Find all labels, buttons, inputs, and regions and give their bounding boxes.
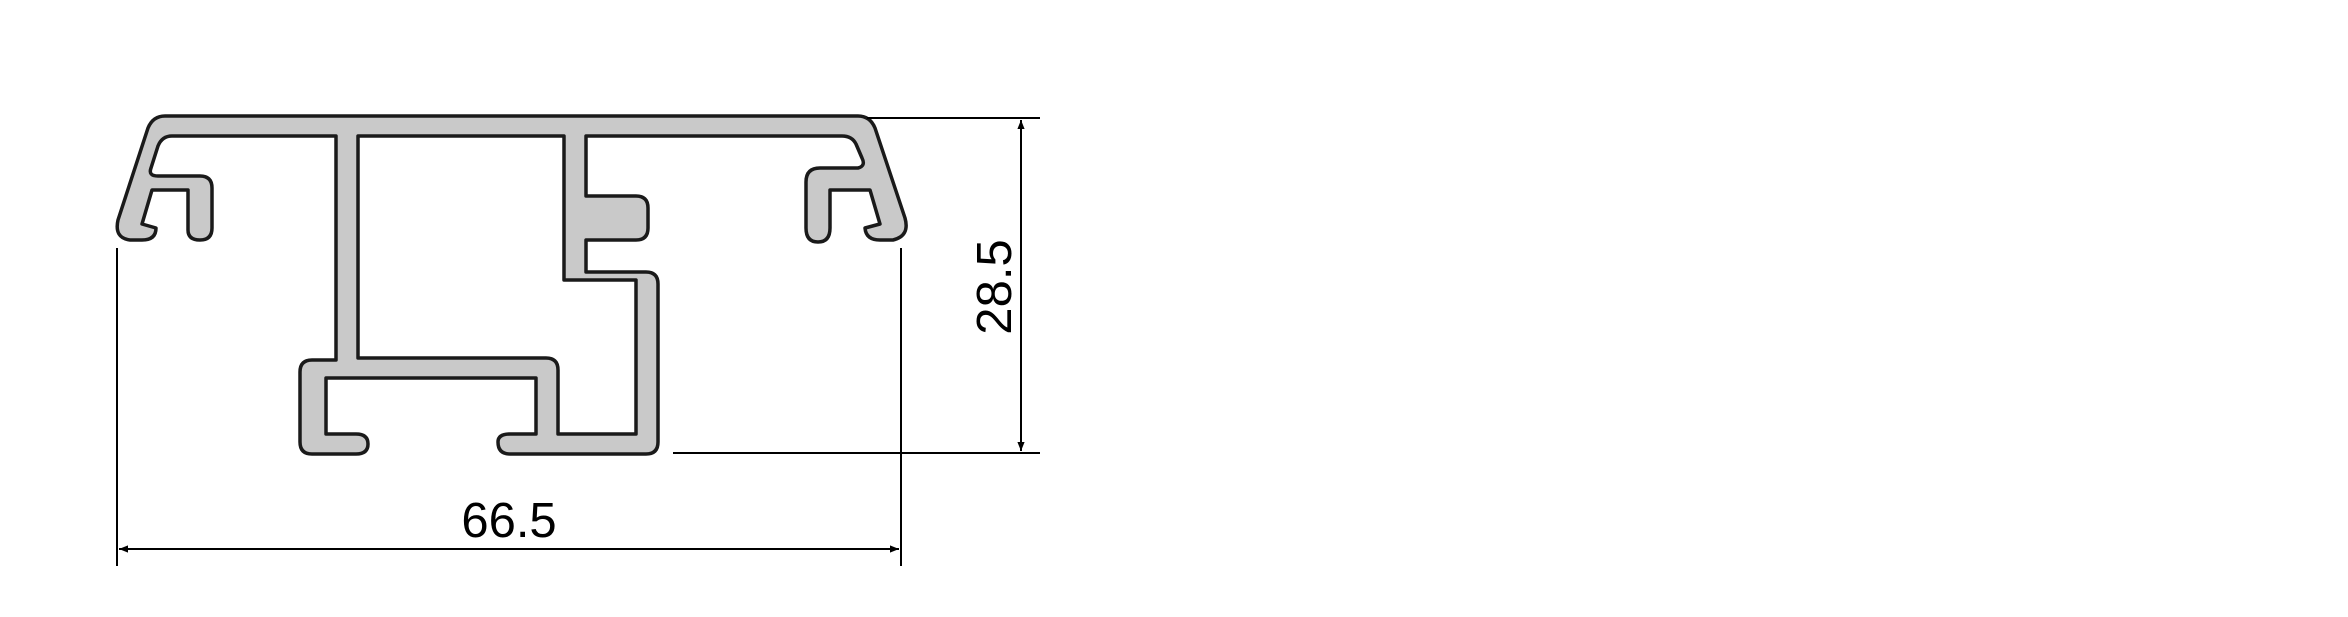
width-dimension-label: 66.5 bbox=[461, 494, 556, 548]
aluminium-profile-section bbox=[115, 114, 908, 456]
height-dimension-label: 28.5 bbox=[968, 239, 1022, 334]
width-dimension: 66.5 bbox=[116, 248, 902, 566]
height-dimension: 28.5 bbox=[673, 117, 1040, 454]
